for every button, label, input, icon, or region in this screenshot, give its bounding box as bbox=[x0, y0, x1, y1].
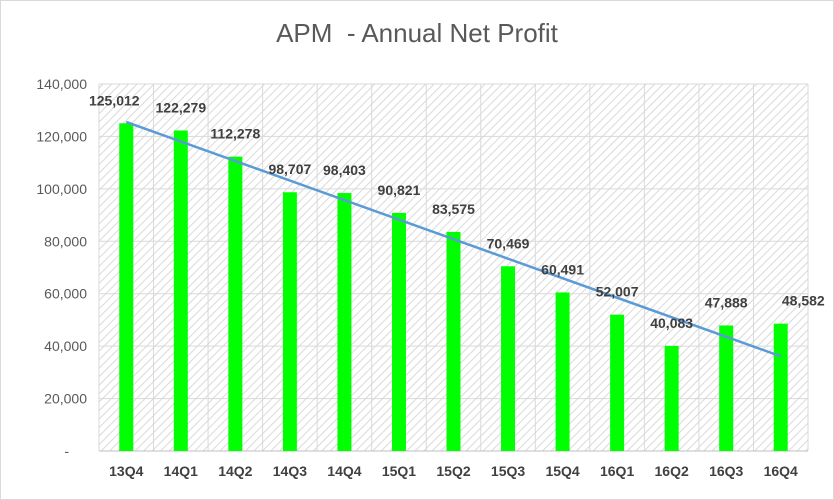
linear-trendline bbox=[125, 120, 782, 358]
y-tick-label: 100,000 bbox=[36, 181, 87, 197]
x-tick-label: 13Q4 bbox=[109, 463, 143, 479]
bar-16q2 bbox=[664, 345, 679, 451]
chart-title: APM - Annual Net Profit bbox=[276, 18, 558, 48]
x-tick-label: 14Q2 bbox=[218, 463, 252, 479]
data-label-16q2: 40,083 bbox=[650, 315, 693, 331]
data-label-15q4: 60,491 bbox=[541, 261, 584, 277]
x-tick-label: 16Q4 bbox=[764, 463, 798, 479]
x-tick-label: 14Q4 bbox=[327, 463, 361, 479]
data-label-14q2: 112,278 bbox=[210, 126, 260, 142]
y-tick-label: 20,000 bbox=[44, 391, 87, 407]
y-tick-label: 120,000 bbox=[36, 128, 87, 144]
data-label-15q1: 90,821 bbox=[378, 182, 421, 198]
data-label-15q3: 70,469 bbox=[487, 235, 530, 251]
bar-14q4 bbox=[337, 193, 352, 451]
x-tick-label: 16Q1 bbox=[600, 463, 634, 479]
bar-15q4 bbox=[555, 292, 570, 451]
x-tick-label: 15Q1 bbox=[382, 463, 416, 479]
bar-15q1 bbox=[391, 212, 406, 451]
bar-15q3 bbox=[501, 266, 516, 451]
data-label-14q3: 98,707 bbox=[268, 161, 311, 177]
data-label-16q3: 47,888 bbox=[705, 294, 748, 310]
y-tick-label: 80,000 bbox=[44, 233, 87, 249]
x-tick-label: 16Q3 bbox=[709, 463, 743, 479]
bar-13q4 bbox=[119, 123, 134, 451]
x-tick-label: 16Q2 bbox=[655, 463, 689, 479]
data-label-15q2: 83,575 bbox=[432, 201, 475, 217]
data-label-16q1: 52,007 bbox=[596, 284, 639, 300]
y-tick-label: 40,000 bbox=[44, 338, 87, 354]
bar-16q3 bbox=[719, 325, 734, 451]
data-label-14q1: 122,279 bbox=[156, 99, 207, 115]
x-tick-label: 15Q4 bbox=[545, 463, 579, 479]
data-label-13q4: 125,012 bbox=[89, 92, 140, 108]
bar-16q4 bbox=[773, 323, 788, 451]
bar-14q2 bbox=[228, 156, 243, 451]
data-label-14q4: 98,403 bbox=[323, 162, 366, 178]
bar-16q1 bbox=[610, 314, 625, 451]
x-tick-label: 14Q3 bbox=[273, 463, 307, 479]
data-label-16q4: 48,582 bbox=[782, 293, 825, 309]
y-tick-label: 140,000 bbox=[36, 76, 87, 92]
x-tick-label: 15Q2 bbox=[436, 463, 470, 479]
bar-15q2 bbox=[446, 231, 461, 451]
bar-14q1 bbox=[173, 130, 188, 451]
y-tick-label: - bbox=[64, 443, 69, 459]
y-tick-label: 60,000 bbox=[44, 286, 87, 302]
bar-14q3 bbox=[282, 192, 297, 451]
x-tick-label: 15Q3 bbox=[491, 463, 525, 479]
x-tick-label: 14Q1 bbox=[164, 463, 198, 479]
